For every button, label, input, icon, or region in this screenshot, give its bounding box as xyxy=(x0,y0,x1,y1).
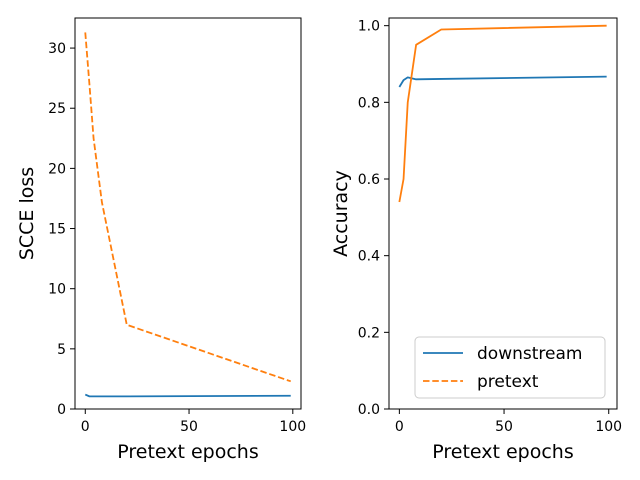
x-axis-label: Pretext epochs xyxy=(432,441,574,463)
x-tick-label: 0 xyxy=(395,419,404,435)
x-tick-label: 100 xyxy=(595,419,622,435)
series-line-pretext xyxy=(84,32,292,383)
y-tick-label: 20 xyxy=(48,161,66,177)
accuracy-panel: 0 50 100 0.0 0.2 0.4 0.6 0.8 1.0 Pretext epochs Ac… xyxy=(330,17,622,463)
y-tick-label: 0 xyxy=(57,402,66,418)
y-axis-label: SCCE loss xyxy=(16,167,38,260)
loss-panel: 0 50 100 0 5 10 15 20 25 30 Pretext epochs SCCE los… xyxy=(16,17,306,463)
y-axis-label: Accuracy xyxy=(330,170,352,257)
y-tick-label: 25 xyxy=(48,101,66,117)
y-tick-label: 0.8 xyxy=(358,95,380,111)
y-tick-label: 0.4 xyxy=(358,249,380,265)
y-tick-label: 1.0 xyxy=(358,19,380,35)
x-tick-label: 50 xyxy=(495,419,513,435)
y-tick-label: 0.2 xyxy=(358,325,380,341)
x-tick-label: 50 xyxy=(180,419,198,435)
x-axis-label: Pretext epochs xyxy=(117,441,259,463)
y-tick-label: 0.0 xyxy=(358,402,380,418)
series-line-downstream xyxy=(84,393,291,398)
y-tick-label: 30 xyxy=(48,41,66,57)
y-tick-label: 0.6 xyxy=(358,172,380,188)
y-tick-label: 15 xyxy=(48,222,66,238)
x-tick-label: 100 xyxy=(279,419,306,435)
plot-frame xyxy=(388,17,618,410)
y-tick-label: 10 xyxy=(48,282,66,298)
legend-label-downstream: downstream xyxy=(477,344,582,364)
plot-frame xyxy=(74,17,302,410)
series-line-pretext xyxy=(398,24,607,203)
legend-label-pretext: pretext xyxy=(477,372,539,392)
x-tick-label: 0 xyxy=(81,419,90,435)
y-tick-label: 5 xyxy=(57,342,66,358)
